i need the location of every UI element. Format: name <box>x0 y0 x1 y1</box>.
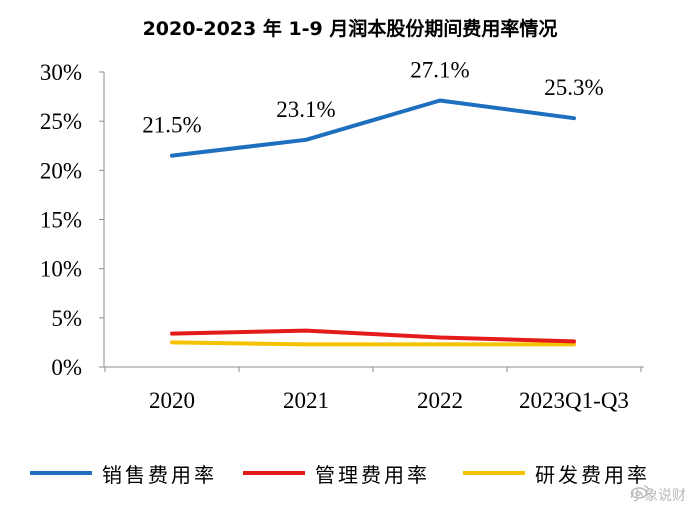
weibo-icon <box>630 485 650 499</box>
legend-label-admin: 管理费用率 <box>315 462 430 487</box>
y-tick-label: 25% <box>40 109 82 134</box>
data-labels: 21.5% 23.1% 27.1% 25.3% <box>142 58 603 138</box>
legend-item-sales: 销售费用率 <box>30 456 217 490</box>
y-tick-label: 15% <box>40 208 82 233</box>
chart-title: 2020-2023 年 1-9 月润本股份期间费用率情况 <box>142 18 558 40</box>
y-tick-label: 0% <box>51 355 82 380</box>
x-tick-label: 2021 <box>283 388 329 413</box>
x-tick-label: 2020 <box>149 388 195 413</box>
tick-labels: 0% 5% 10% 15% 20% 25% 30% 2020 2021 2022 2023Q1-Q3 <box>40 60 629 413</box>
y-tick-label: 30% <box>40 60 82 85</box>
watermark-text: 小象说财 <box>630 488 686 504</box>
axes <box>99 71 644 372</box>
legend-swatch-rd <box>463 471 525 475</box>
data-label: 27.1% <box>410 58 469 83</box>
legend-label-rd: 研发费用率 <box>535 462 650 487</box>
x-tick-label: 2023Q1-Q3 <box>519 388 629 413</box>
legend-item-rd: 研发费用率 <box>463 456 650 490</box>
series-line <box>170 328 576 344</box>
y-tick-label: 5% <box>51 306 82 331</box>
data-label: 23.1% <box>276 97 335 122</box>
legend-swatch-admin <box>243 471 305 475</box>
series-lines <box>170 98 576 347</box>
data-label: 25.3% <box>544 75 603 100</box>
legend: 销售费用率 管理费用率 研发费用率 <box>0 456 700 490</box>
series-line <box>170 340 576 347</box>
legend-item-admin: 管理费用率 <box>243 456 430 490</box>
line-chart: 0% 5% 10% 15% 20% 25% 30% 2020 2021 2022 2023Q1-Q3… <box>40 58 644 413</box>
series-line <box>170 98 576 158</box>
legend-swatch-sales <box>30 471 92 475</box>
y-tick-label: 10% <box>40 257 82 282</box>
data-label: 21.5% <box>142 113 201 138</box>
y-tick-label: 20% <box>40 158 82 183</box>
legend-label-sales: 销售费用率 <box>102 462 217 487</box>
watermark: 小象说财 <box>630 485 686 505</box>
x-tick-label: 2022 <box>417 388 463 413</box>
